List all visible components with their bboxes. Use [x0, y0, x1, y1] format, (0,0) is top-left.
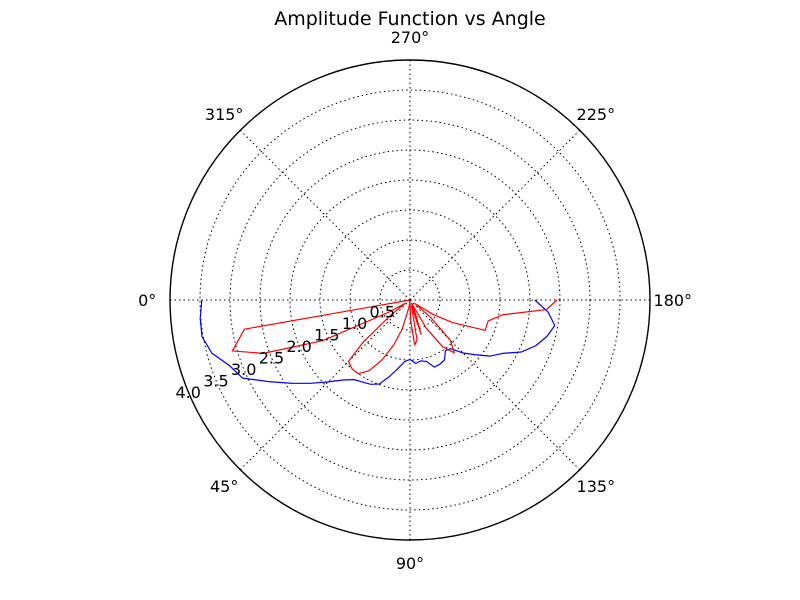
angle-tick-label: 315° [205, 105, 244, 124]
angle-tick-label: 225° [577, 105, 616, 124]
radial-tick-label: 4.0 [176, 383, 201, 402]
angle-tick-label: 180° [654, 291, 693, 310]
radial-gridline [199, 89, 621, 511]
chart-title: Amplitude Function vs Angle [274, 8, 546, 30]
radial-tick-label: 1.5 [314, 325, 339, 344]
angle-tick-label: 0° [138, 291, 156, 310]
series-layer [199, 299, 558, 385]
radial-tick-label: 1.0 [342, 314, 367, 333]
radial-tick-label: 3.5 [203, 371, 228, 390]
radial-gridline [379, 269, 441, 331]
angle-labels: 0° 45° 90° 135° 180° 225° 270° 315° [138, 28, 692, 573]
polar-frame [169, 59, 651, 541]
angular-gridline [409, 129, 581, 301]
angle-tick-label: 270° [391, 28, 430, 47]
angle-tick-label: 135° [577, 477, 616, 496]
radial-labels: 0.51.01.52.02.53.03.54.0 [176, 302, 395, 401]
radial-tick-label: 2.5 [259, 348, 284, 367]
series-line-1 [231, 299, 558, 375]
radial-tick-label: 3.0 [231, 360, 256, 379]
radial-tick-label: 2.0 [286, 337, 311, 356]
series-line-0 [199, 299, 556, 385]
radial-gridline [289, 179, 531, 421]
angular-gridline [239, 129, 411, 301]
polar-grid [170, 60, 650, 540]
radial-tick-label: 0.5 [370, 302, 395, 321]
angle-tick-label: 45° [210, 477, 238, 496]
angle-tick-label: 90° [396, 554, 424, 573]
